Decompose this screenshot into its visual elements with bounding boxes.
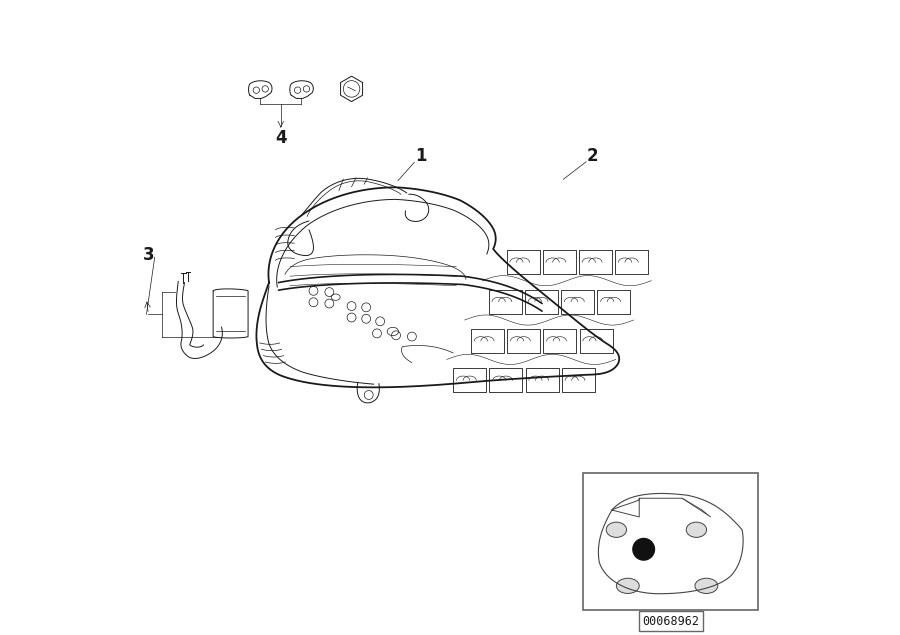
Text: 1: 1	[416, 147, 428, 164]
Text: 00068962: 00068962	[643, 615, 699, 627]
Bar	[507, 250, 539, 274]
Ellipse shape	[695, 578, 718, 594]
Circle shape	[633, 538, 654, 560]
Bar	[544, 329, 576, 353]
Bar	[598, 290, 630, 314]
Ellipse shape	[616, 578, 639, 594]
Bar	[561, 290, 594, 314]
Bar	[583, 473, 758, 610]
Bar	[579, 250, 612, 274]
Ellipse shape	[607, 522, 626, 537]
Bar	[508, 329, 540, 353]
Bar	[490, 368, 522, 392]
Bar	[543, 250, 576, 274]
Bar	[489, 290, 522, 314]
Bar	[562, 368, 595, 392]
Bar	[615, 250, 648, 274]
Bar	[471, 329, 504, 353]
Bar	[525, 290, 558, 314]
Text: 3: 3	[143, 246, 155, 264]
Bar	[526, 368, 559, 392]
Bar	[454, 368, 486, 392]
Ellipse shape	[686, 522, 706, 537]
Text: 4: 4	[275, 130, 286, 147]
Bar	[580, 329, 613, 353]
Text: 2: 2	[587, 147, 599, 164]
